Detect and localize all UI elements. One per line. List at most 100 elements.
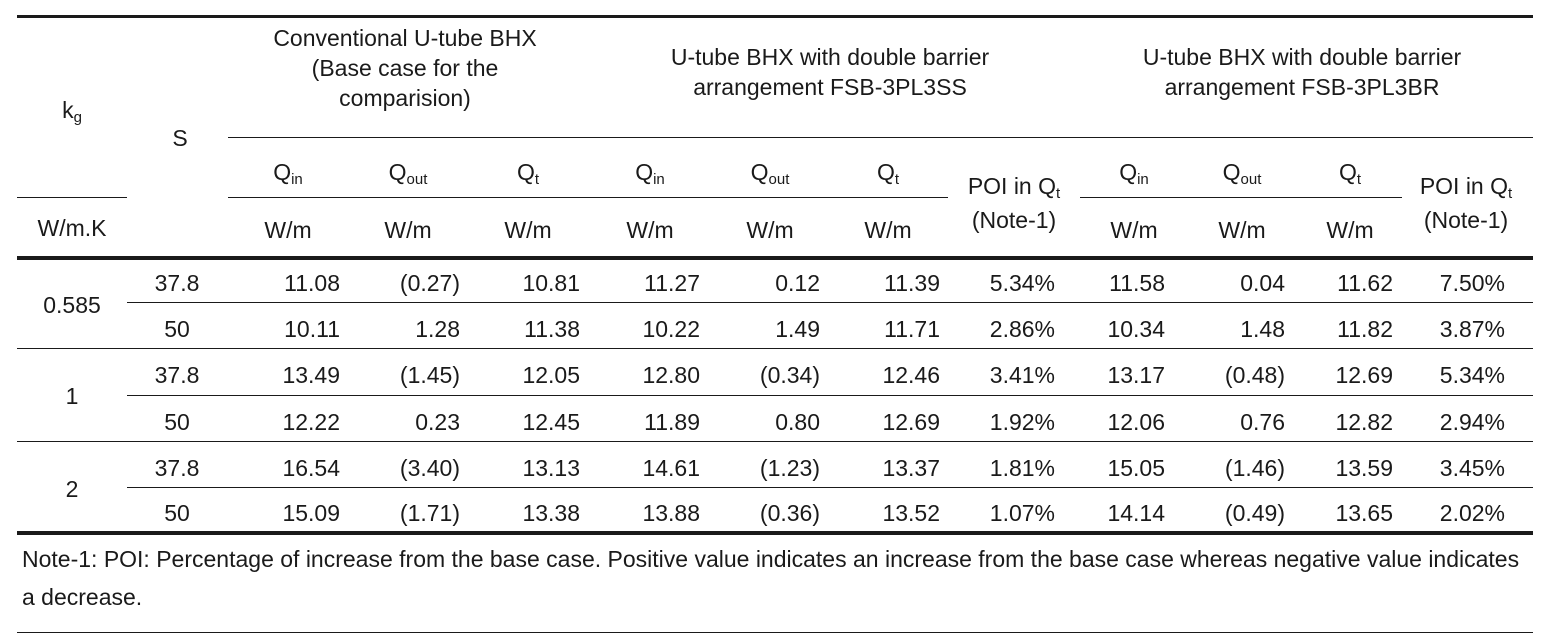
col-base-qout: Qout <box>388 159 428 188</box>
unit-rule-br <box>1080 197 1402 198</box>
table-cell: 5.34% <box>989 270 1055 296</box>
table-cell: 11.27 <box>644 270 700 296</box>
unit-br-qt: W/m <box>1326 217 1374 243</box>
unit-ss-qout: W/m <box>746 217 794 243</box>
table-cell: 12.80 <box>642 362 700 388</box>
table-cell: (0.34) <box>759 362 820 388</box>
group-header-fsb-3pl3br: U-tube BHX with double barrier arrangeme… <box>1142 44 1462 100</box>
table-cell: 10.81 <box>522 270 580 296</box>
table-cell: 10.34 <box>1107 316 1165 342</box>
table-cell: 13.65 <box>1335 500 1393 526</box>
table-cell: 11.89 <box>644 409 700 435</box>
group-header-fsb-3pl3ss: U-tube BHX with double barrier arrangeme… <box>670 44 990 100</box>
table-footnote: Note-1: POI: Percentage of increase from… <box>22 546 1520 610</box>
table-cell: 14.61 <box>642 455 700 481</box>
unit-base-qin: W/m <box>264 217 312 243</box>
table-cell: 1.07% <box>989 500 1055 526</box>
table-cell: (1.71) <box>399 500 460 526</box>
table-cell: 11.58 <box>1109 270 1165 296</box>
table-cell: 7.50% <box>1439 270 1505 296</box>
table-cell: 13.13 <box>522 455 580 481</box>
group-rule-1 <box>17 348 1533 349</box>
col-br-poi-note: (Note-1) <box>1423 207 1509 233</box>
col-ss-qin: Qin <box>635 159 665 188</box>
table-cell: 11.39 <box>884 270 940 296</box>
col-ss-poi-note: (Note-1) <box>971 207 1057 233</box>
table-bottom-rule <box>17 531 1533 535</box>
row-rule-1 <box>127 302 1533 303</box>
table-cell: 15.05 <box>1107 455 1165 481</box>
col-ss-poi: POI in Qt <box>967 173 1061 202</box>
table-cell: 12.69 <box>882 409 940 435</box>
table-cell: (0.49) <box>1224 500 1285 526</box>
s-value: 37.8 <box>154 362 200 388</box>
table-cell: (1.46) <box>1224 455 1285 481</box>
table-cell: 12.06 <box>1107 409 1165 435</box>
table-cell: 3.87% <box>1439 316 1505 342</box>
table-cell: 3.45% <box>1439 455 1505 481</box>
row-rule-2 <box>127 395 1533 396</box>
col-br-qin: Qin <box>1119 159 1149 188</box>
table-cell: 10.11 <box>284 316 340 342</box>
s-value: 50 <box>164 409 190 435</box>
table-cell: 5.34% <box>1439 362 1505 388</box>
table-cell: 11.08 <box>284 270 340 296</box>
table-cell: (0.48) <box>1224 362 1285 388</box>
table-cell: 2.02% <box>1439 500 1505 526</box>
table-cell: 11.38 <box>524 316 580 342</box>
kg-value: 2 <box>65 476 79 502</box>
table-cell: (1.45) <box>399 362 460 388</box>
col-br-poi: POI in Qt <box>1419 173 1513 202</box>
col-ss-qout: Qout <box>750 159 790 188</box>
s-header: S <box>172 125 188 151</box>
unit-base-qout: W/m <box>384 217 432 243</box>
table-cell: (3.40) <box>399 455 460 481</box>
kg-value: 1 <box>65 383 79 409</box>
table-cell: (1.23) <box>759 455 820 481</box>
col-ss-qt: Qt <box>876 159 900 188</box>
unit-br-qout: W/m <box>1218 217 1266 243</box>
kg-unit-rule <box>17 197 127 198</box>
table-cell: 15.09 <box>282 500 340 526</box>
table-cell: 11.82 <box>1337 316 1393 342</box>
table-cell: 13.49 <box>282 362 340 388</box>
table-cell: 2.86% <box>989 316 1055 342</box>
col-base-qt: Qt <box>516 159 540 188</box>
unit-ss-qin: W/m <box>626 217 674 243</box>
table-cell: 1.81% <box>989 455 1055 481</box>
s-value: 50 <box>164 500 190 526</box>
table-top-rule <box>17 15 1533 18</box>
header-bottom-rule <box>17 256 1533 260</box>
table-cell: 13.52 <box>882 500 940 526</box>
table-cell: 12.46 <box>882 362 940 388</box>
group-header-base: Conventional U-tube BHX (Base case for t… <box>273 25 537 111</box>
s-value: 37.8 <box>154 270 200 296</box>
table-cell: 11.71 <box>884 316 940 342</box>
col-base-qin: Qin <box>273 159 303 188</box>
s-value: 37.8 <box>154 455 200 481</box>
group-header-rule <box>228 137 1533 138</box>
table-cell: 3.41% <box>989 362 1055 388</box>
table-cell: 12.82 <box>1335 409 1393 435</box>
table-cell: 13.37 <box>882 455 940 481</box>
table-cell: 1.49 <box>775 316 820 342</box>
unit-rule-base <box>228 197 948 198</box>
table-cell: 11.62 <box>1337 270 1393 296</box>
table-cell: 1.48 <box>1240 316 1285 342</box>
table-cell: 12.45 <box>522 409 580 435</box>
table-cell: 10.22 <box>642 316 700 342</box>
table-cell: 14.14 <box>1107 500 1165 526</box>
table-cell: 13.38 <box>522 500 580 526</box>
row-rule-3 <box>127 487 1533 488</box>
table-cell: 2.94% <box>1439 409 1505 435</box>
kg-unit: W/m.K <box>37 215 107 241</box>
unit-base-qt: W/m <box>504 217 552 243</box>
col-br-qout: Qout <box>1222 159 1262 188</box>
col-br-qt: Qt <box>1338 159 1362 188</box>
table-cell: 0.12 <box>775 270 820 296</box>
unit-br-qin: W/m <box>1110 217 1158 243</box>
table-cell: (0.36) <box>759 500 820 526</box>
table-cell: 12.22 <box>282 409 340 435</box>
table-cell: 16.54 <box>282 455 340 481</box>
table-cell: 13.17 <box>1107 362 1165 388</box>
